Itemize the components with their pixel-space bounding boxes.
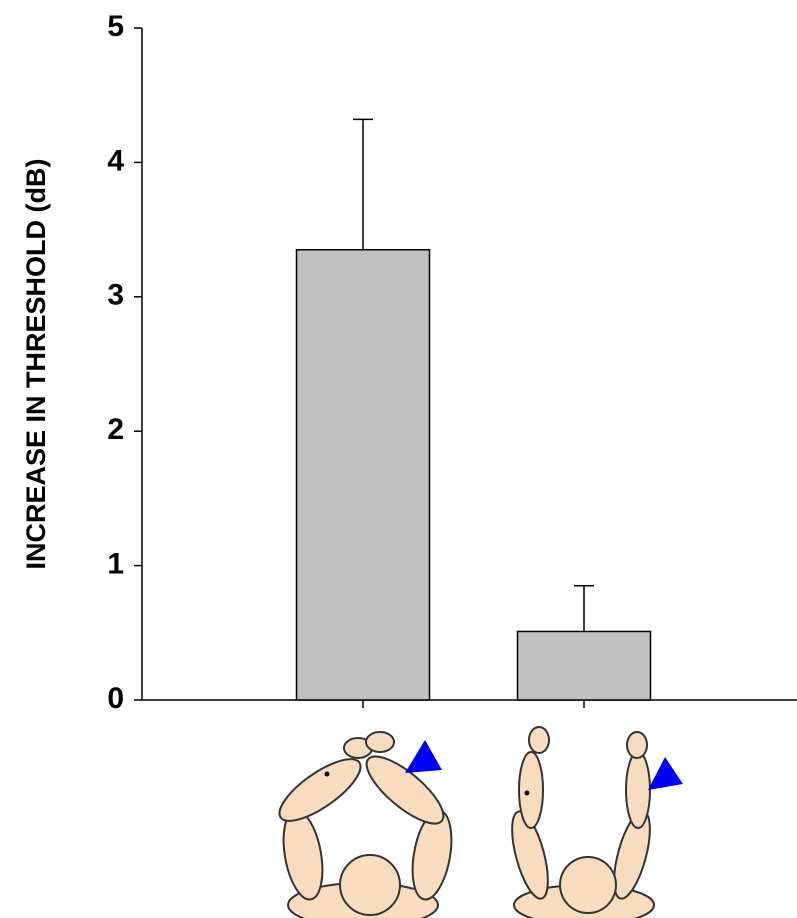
y-tick-label: 5 [107,10,124,43]
y-tick-label: 2 [107,413,124,446]
y-tick-label: 3 [107,279,124,312]
y-tick-label: 0 [107,682,124,715]
y-axis-label: INCREASE IN THRESHOLD (dB) [21,159,51,570]
y-tick-label: 4 [107,144,124,177]
bar [516,630,652,701]
y-tick-label: 1 [107,548,124,581]
posture-figure [511,726,683,918]
posture-figure [278,731,453,918]
bar [295,249,431,701]
